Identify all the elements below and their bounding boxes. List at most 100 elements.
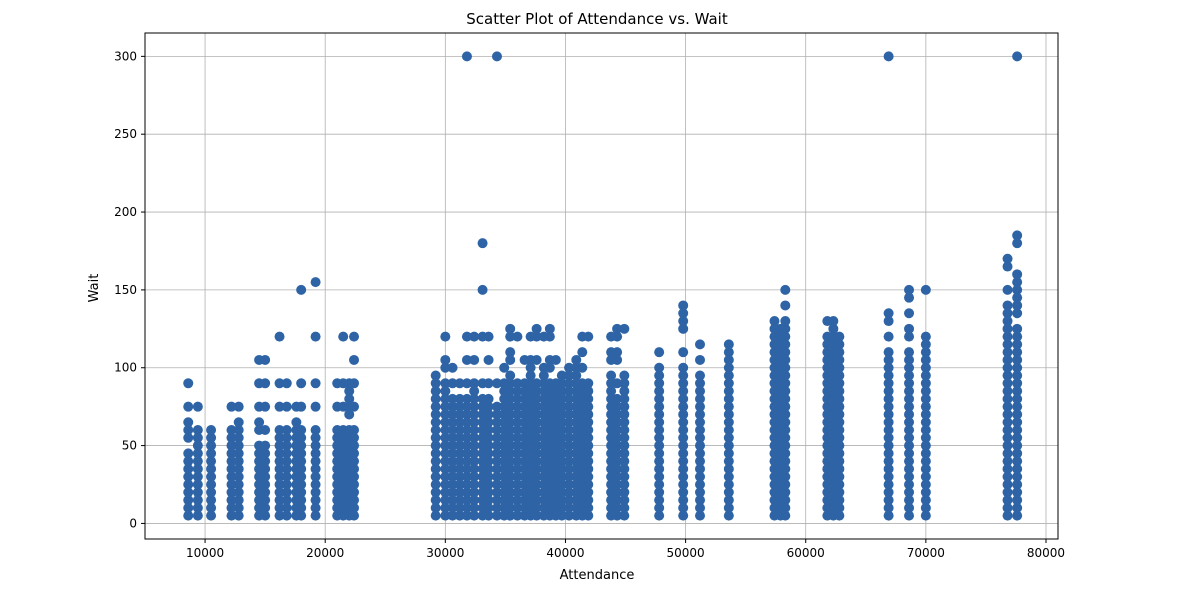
data-point	[834, 386, 845, 397]
data-point	[310, 448, 321, 459]
data-point	[440, 479, 451, 490]
data-point	[233, 479, 244, 490]
data-point	[512, 378, 523, 389]
data-point	[1002, 456, 1013, 467]
data-point	[206, 425, 217, 436]
data-point	[619, 471, 630, 482]
data-point	[440, 456, 451, 467]
data-point	[556, 378, 567, 389]
data-point	[920, 448, 931, 459]
data-point	[512, 393, 523, 404]
data-point	[544, 323, 555, 334]
data-point	[612, 347, 623, 358]
data-point	[226, 401, 237, 412]
data-point	[920, 425, 931, 436]
data-point	[310, 378, 321, 389]
data-point	[461, 510, 472, 521]
data-point	[695, 510, 706, 521]
data-point	[281, 456, 292, 467]
data-point	[233, 417, 244, 428]
data-point	[440, 440, 451, 451]
data-point	[430, 448, 441, 459]
data-point	[695, 463, 706, 474]
data-point	[904, 456, 915, 467]
data-point	[349, 510, 360, 521]
data-point	[619, 417, 630, 428]
data-point	[447, 456, 458, 467]
data-point	[583, 456, 594, 467]
data-point	[491, 448, 502, 459]
data-point	[678, 487, 689, 498]
data-point	[349, 448, 360, 459]
data-point	[233, 502, 244, 513]
data-point	[780, 479, 791, 490]
data-point	[192, 425, 203, 436]
data-point	[695, 448, 706, 459]
y-tick-label: 200	[114, 205, 137, 219]
data-point	[483, 401, 494, 412]
data-point	[834, 487, 845, 498]
data-point	[447, 463, 458, 474]
data-point	[440, 331, 451, 342]
data-point	[192, 487, 203, 498]
data-point	[491, 440, 502, 451]
data-point	[678, 425, 689, 436]
data-point	[349, 463, 360, 474]
data-point	[233, 401, 244, 412]
data-point	[583, 331, 594, 342]
data-point	[491, 495, 502, 506]
data-point	[491, 471, 502, 482]
data-point	[583, 471, 594, 482]
data-point	[1012, 393, 1023, 404]
data-point	[920, 386, 931, 397]
data-point	[531, 417, 542, 428]
data-point	[583, 479, 594, 490]
data-point	[1012, 401, 1023, 412]
data-point	[491, 510, 502, 521]
data-point	[430, 479, 441, 490]
data-point	[654, 502, 665, 513]
data-point	[226, 471, 237, 482]
data-point	[531, 456, 542, 467]
data-point	[310, 471, 321, 482]
data-point	[612, 448, 623, 459]
data-point	[920, 331, 931, 342]
data-point	[1002, 510, 1013, 521]
data-point	[564, 417, 575, 428]
data-point	[1002, 448, 1013, 459]
data-point	[920, 370, 931, 381]
data-point	[834, 401, 845, 412]
data-point	[349, 471, 360, 482]
data-point	[512, 463, 523, 474]
data-point	[619, 463, 630, 474]
data-point	[571, 354, 582, 365]
data-point	[556, 456, 567, 467]
data-point	[447, 417, 458, 428]
data-point	[1002, 417, 1013, 428]
data-point	[183, 456, 194, 467]
data-point	[469, 331, 480, 342]
data-point	[447, 425, 458, 436]
data-point	[920, 339, 931, 350]
data-point	[1002, 370, 1013, 381]
data-point	[461, 401, 472, 412]
data-point	[469, 448, 480, 459]
data-point	[531, 393, 542, 404]
data-point	[1002, 253, 1013, 264]
data-point	[834, 510, 845, 521]
data-point	[310, 401, 321, 412]
data-point	[483, 479, 494, 490]
data-point	[531, 401, 542, 412]
data-point	[483, 502, 494, 513]
data-point	[430, 440, 441, 451]
data-point	[619, 323, 630, 334]
data-point	[1002, 502, 1013, 513]
data-point	[564, 471, 575, 482]
x-axis-label: Attendance	[560, 568, 635, 583]
data-point	[583, 393, 594, 404]
data-point	[461, 432, 472, 443]
data-point	[531, 463, 542, 474]
data-point	[1012, 409, 1023, 420]
data-point	[310, 502, 321, 513]
data-point	[296, 401, 307, 412]
